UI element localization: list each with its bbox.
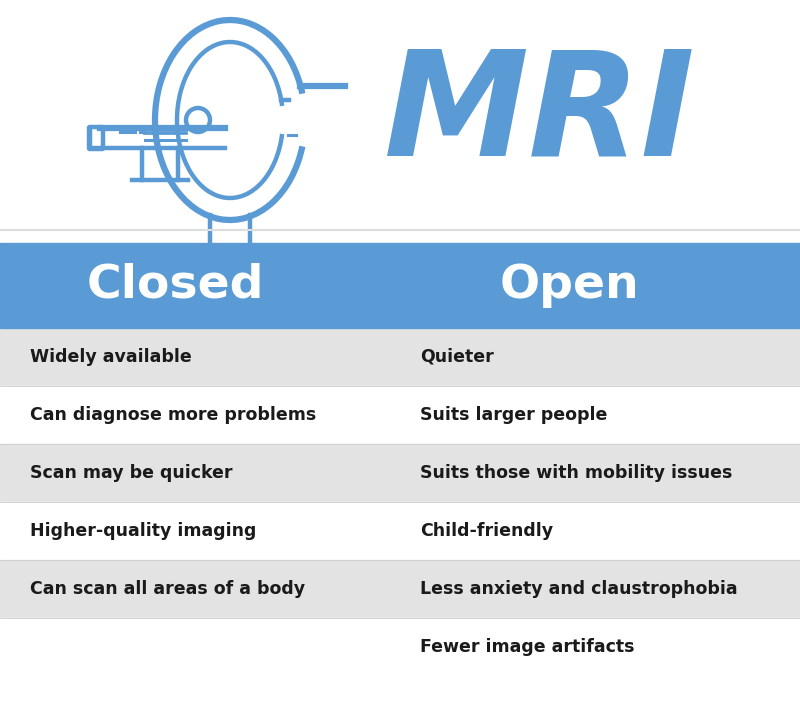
Text: MRI: MRI: [384, 44, 696, 185]
Text: Quieter: Quieter: [420, 348, 494, 366]
Bar: [0, 618, 800, 676]
Text: Open: Open: [500, 263, 640, 308]
Text: Suits larger people: Suits larger people: [420, 406, 607, 424]
Text: Closed: Closed: [86, 263, 264, 308]
Bar: [0, 386, 800, 444]
Bar: [0, 444, 800, 502]
Bar: [0, 502, 800, 560]
Text: Widely available: Widely available: [30, 348, 192, 366]
Bar: [0, 243, 800, 328]
Text: Higher-quality imaging: Higher-quality imaging: [30, 522, 256, 540]
Text: Scan may be quicker: Scan may be quicker: [30, 464, 233, 482]
Text: Can scan all areas of a body: Can scan all areas of a body: [30, 580, 305, 598]
Text: Can diagnose more problems: Can diagnose more problems: [30, 406, 316, 424]
Text: Fewer image artifacts: Fewer image artifacts: [420, 638, 634, 656]
Bar: [0, 328, 800, 386]
Text: Less anxiety and claustrophobia: Less anxiety and claustrophobia: [420, 580, 738, 598]
Text: Child-friendly: Child-friendly: [420, 522, 553, 540]
Text: Suits those with mobility issues: Suits those with mobility issues: [420, 464, 732, 482]
Bar: [0, 560, 800, 618]
